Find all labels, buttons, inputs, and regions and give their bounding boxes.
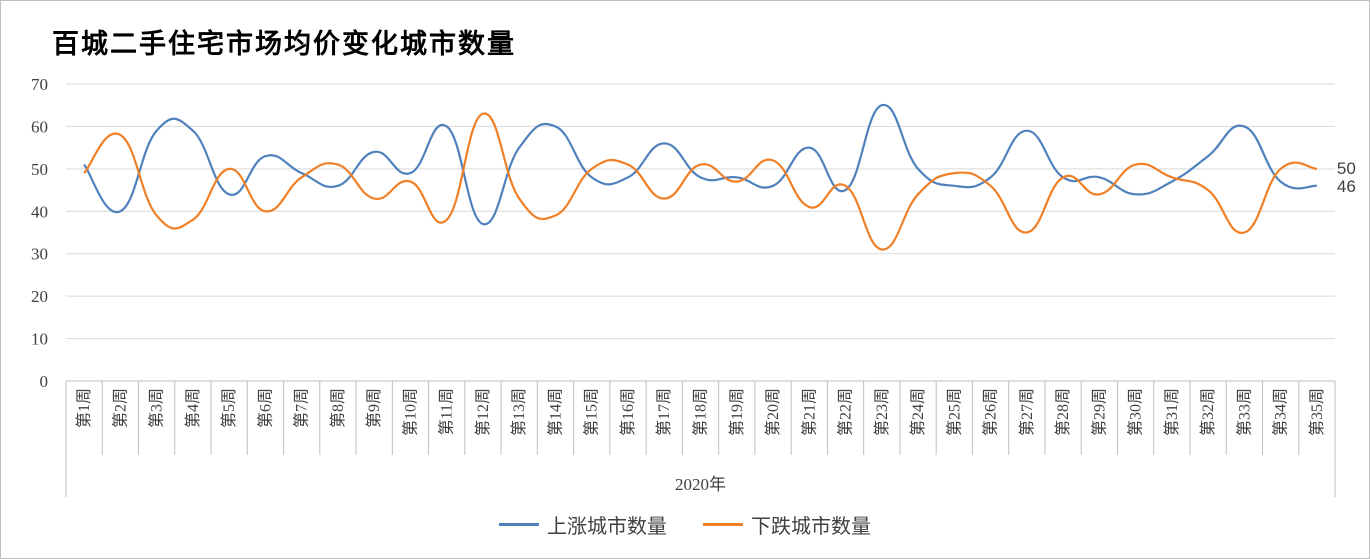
legend-item-2: 下跌城市数量 bbox=[703, 510, 871, 539]
x-category-label: 第8周 bbox=[329, 388, 347, 428]
x-category-label: 第5周 bbox=[220, 388, 238, 428]
series-line-2 bbox=[83, 112, 1318, 251]
y-tick-label-0: 0 bbox=[40, 372, 49, 391]
legend-item-1: 上涨城市数量 bbox=[499, 510, 667, 539]
x-category-label: 第27周 bbox=[1018, 388, 1036, 436]
x-category-label: 第23周 bbox=[873, 388, 891, 436]
x-category-label: 第20周 bbox=[764, 388, 782, 436]
y-tick-label-50: 50 bbox=[31, 160, 48, 179]
x-category-label: 第22周 bbox=[837, 388, 855, 436]
x-category-label: 第34周 bbox=[1272, 388, 1290, 436]
chart-title: 百城二手住宅市场均价变化城市数量 bbox=[52, 29, 516, 60]
end-label-1: 50 bbox=[1337, 159, 1356, 178]
legend-swatch bbox=[499, 523, 539, 526]
y-tick-label-10: 10 bbox=[31, 330, 48, 349]
y-tick-label-40: 40 bbox=[31, 202, 48, 221]
x-category-label: 第10周 bbox=[401, 388, 419, 436]
x-category-label: 第25周 bbox=[945, 388, 963, 436]
x-category-label: 第4周 bbox=[184, 388, 202, 428]
x-category-label: 第2周 bbox=[111, 388, 129, 428]
x-category-label: 第18周 bbox=[692, 388, 710, 436]
gridlines bbox=[66, 83, 1335, 340]
legend-label: 上涨城市数量 bbox=[547, 514, 667, 538]
x-category-label: 第32周 bbox=[1199, 388, 1217, 436]
x-category-label: 第33周 bbox=[1235, 388, 1253, 436]
x-category-label: 第14周 bbox=[546, 388, 564, 436]
x-axis: 第1周 第2周 第3周 第4周 第5周 第6周 第7周 第8周 第9周 第10周 第11周 第12周第… bbox=[65, 380, 1336, 497]
series-line-1 bbox=[83, 104, 1317, 226]
x-category-label: 第19周 bbox=[728, 388, 746, 436]
x-category-label: 第21周 bbox=[800, 388, 818, 436]
x-category-label: 第16周 bbox=[619, 388, 637, 436]
y-tick-label-70: 70 bbox=[31, 75, 48, 94]
x-category-label: 第24周 bbox=[909, 388, 927, 436]
x-category-label: 第6周 bbox=[256, 388, 274, 428]
x-category-label: 第26周 bbox=[982, 388, 1000, 436]
x-category-label: 第9周 bbox=[365, 388, 383, 428]
x-category-label: 第15周 bbox=[583, 388, 601, 436]
x-category-label: 第13周 bbox=[510, 388, 528, 436]
x-category-label: 第12周 bbox=[474, 388, 492, 436]
x-category-label: 第28周 bbox=[1054, 388, 1072, 436]
legend: 上涨城市数量 下跌城市数量 bbox=[0, 510, 1370, 539]
y-tick-label-30: 30 bbox=[31, 245, 48, 264]
y-axis: 0 10 20 30 40 50 60 70 bbox=[31, 75, 48, 391]
x-category-label: 第29周 bbox=[1090, 388, 1108, 436]
x-category-label: 第31周 bbox=[1163, 388, 1181, 436]
x-category-label: 第35周 bbox=[1308, 388, 1326, 436]
x-axis-group-label: 2020年 bbox=[675, 475, 726, 494]
y-tick-label-60: 60 bbox=[31, 117, 48, 136]
x-category-label: 第11周 bbox=[438, 388, 456, 435]
x-category-label: 第7周 bbox=[293, 388, 311, 428]
legend-label: 下跌城市数量 bbox=[751, 514, 871, 538]
series-lines bbox=[83, 104, 1318, 251]
legend-swatch bbox=[703, 523, 743, 526]
x-category-label: 第3周 bbox=[148, 388, 166, 428]
x-category-label: 第1周 bbox=[75, 388, 93, 428]
end-label-2: 46 bbox=[1337, 177, 1356, 196]
x-category-label: 第30周 bbox=[1127, 388, 1145, 436]
x-category-label: 第17周 bbox=[655, 388, 673, 436]
y-tick-label-20: 20 bbox=[31, 287, 48, 306]
